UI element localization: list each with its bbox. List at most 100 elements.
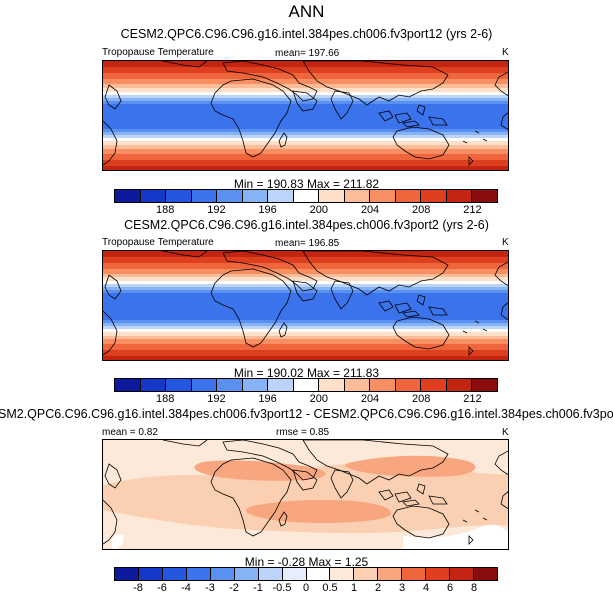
panel1-stats: Min = 190.83 Max = 211.82 bbox=[233, 177, 380, 191]
temperature-band bbox=[103, 77, 508, 79]
temperature-band bbox=[103, 160, 508, 162]
temperature-band bbox=[103, 118, 508, 120]
temperature-band bbox=[103, 256, 508, 258]
temperature-band bbox=[103, 312, 508, 314]
temperature-band bbox=[103, 260, 508, 262]
temperature-band bbox=[103, 341, 508, 343]
temperature-band bbox=[103, 265, 508, 267]
temperature-band bbox=[103, 315, 508, 317]
colorbar-tick-label: -4 bbox=[181, 582, 191, 594]
temperature-band bbox=[103, 62, 508, 64]
temperature-band bbox=[103, 158, 508, 160]
colorbar-swatch bbox=[344, 190, 371, 202]
temperature-band bbox=[103, 99, 508, 101]
colorbar-swatch bbox=[191, 190, 218, 202]
temperature-band bbox=[103, 352, 508, 354]
temperature-band bbox=[103, 122, 508, 124]
temperature-band bbox=[103, 297, 508, 299]
colorbar-tick-label: 192 bbox=[207, 204, 226, 216]
temperature-band bbox=[103, 119, 508, 121]
temperature-band bbox=[103, 145, 508, 147]
temperature-band bbox=[103, 140, 508, 142]
temperature-band bbox=[103, 136, 508, 138]
colorbar-swatch bbox=[446, 190, 473, 202]
temperature-band bbox=[103, 351, 508, 353]
temperature-band bbox=[103, 157, 508, 159]
temperature-band bbox=[103, 353, 508, 355]
temperature-band bbox=[103, 357, 508, 359]
temperature-band bbox=[103, 273, 508, 275]
temperature-band bbox=[103, 121, 508, 123]
panel2-temperature-bands bbox=[103, 251, 508, 360]
colorbar-tick-label: 200 bbox=[309, 393, 328, 405]
temperature-band bbox=[103, 328, 508, 330]
temperature-band bbox=[103, 306, 508, 308]
colorbar-swatch bbox=[472, 379, 497, 391]
colorbar-swatch bbox=[282, 568, 307, 580]
temperature-band bbox=[103, 338, 508, 340]
temperature-band bbox=[103, 102, 508, 104]
temperature-band bbox=[103, 316, 508, 318]
temperature-band bbox=[103, 266, 508, 268]
temperature-band bbox=[103, 139, 508, 141]
temperature-band bbox=[103, 264, 508, 266]
temperature-band bbox=[103, 146, 508, 148]
colorbar-swatch bbox=[370, 190, 396, 202]
temperature-band bbox=[103, 162, 508, 164]
colorbar-swatch bbox=[354, 568, 379, 580]
temperature-band bbox=[103, 299, 508, 301]
temperature-band bbox=[103, 286, 508, 288]
temperature-band bbox=[103, 318, 508, 320]
colorbar-swatch bbox=[319, 379, 345, 391]
colorbar-swatch bbox=[268, 379, 294, 391]
temperature-band bbox=[103, 291, 508, 293]
page-title: ANN bbox=[288, 2, 325, 21]
colorbar-swatch bbox=[293, 190, 320, 202]
temperature-band bbox=[103, 97, 508, 99]
colorbar-swatch bbox=[395, 379, 422, 391]
colorbar-tick-label: 0.5 bbox=[322, 582, 338, 594]
panel3-south-white-region bbox=[403, 525, 508, 549]
colorbar-swatch bbox=[210, 568, 235, 580]
temperature-band bbox=[103, 355, 508, 357]
colorbar-tick-label: 196 bbox=[258, 204, 277, 216]
temperature-band bbox=[103, 161, 508, 163]
colorbar-tick-label: 192 bbox=[207, 393, 226, 405]
temperature-band bbox=[103, 324, 508, 326]
temperature-band bbox=[103, 276, 508, 278]
panel3-rmse-label: rmse = 0.85 bbox=[276, 427, 330, 438]
colorbar-tick-label: 3 bbox=[398, 582, 406, 594]
temperature-band bbox=[103, 285, 508, 287]
temperature-band bbox=[103, 153, 508, 155]
colorbar-swatch bbox=[115, 379, 141, 391]
temperature-band bbox=[103, 137, 508, 139]
temperature-band bbox=[103, 101, 508, 103]
temperature-band bbox=[103, 115, 508, 117]
temperature-band bbox=[103, 156, 508, 158]
panel3-mean-label: mean = 0.82 bbox=[102, 427, 158, 438]
temperature-band bbox=[103, 262, 508, 264]
temperature-band bbox=[103, 298, 508, 300]
panel1-map bbox=[102, 60, 509, 171]
temperature-band bbox=[103, 280, 508, 282]
temperature-band bbox=[103, 81, 508, 83]
temperature-band bbox=[103, 321, 508, 323]
temperature-band bbox=[103, 279, 508, 281]
temperature-band bbox=[103, 283, 508, 285]
temperature-band bbox=[103, 155, 508, 157]
temperature-band bbox=[103, 309, 508, 311]
temperature-band bbox=[103, 116, 508, 118]
temperature-band bbox=[103, 342, 508, 344]
panel1-colorbar bbox=[114, 189, 498, 203]
colorbar-tick-label: 204 bbox=[360, 204, 380, 216]
colorbar-swatch bbox=[306, 568, 331, 580]
temperature-band bbox=[103, 150, 508, 152]
temperature-band bbox=[103, 169, 508, 170]
temperature-band bbox=[103, 322, 508, 324]
panel2-title: CESM2.QPC6.C96.C96.g16.intel.384pes.ch00… bbox=[124, 218, 489, 232]
colorbar-swatch bbox=[140, 190, 167, 202]
temperature-band bbox=[103, 314, 508, 316]
temperature-band bbox=[103, 125, 508, 127]
temperature-band bbox=[103, 269, 508, 271]
temperature-band bbox=[103, 277, 508, 279]
